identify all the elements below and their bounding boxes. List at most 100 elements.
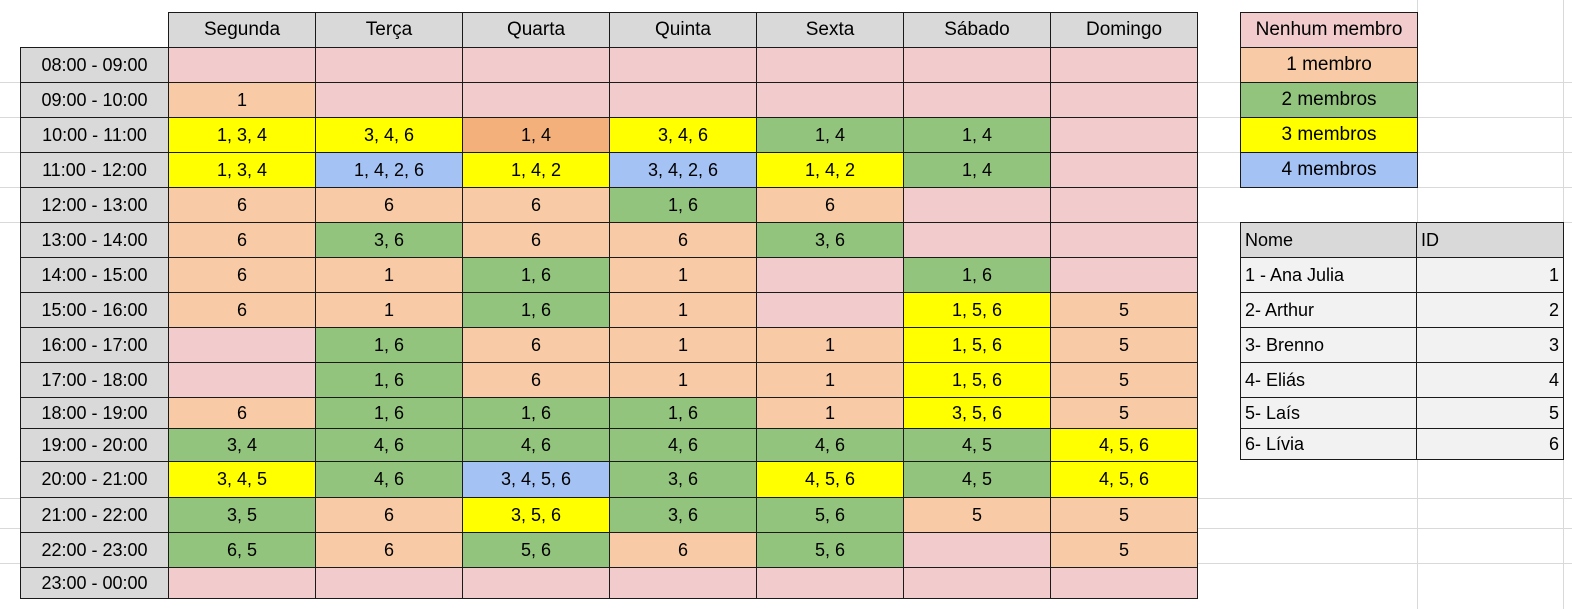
time-slot-label[interactable]: 10:00 - 11:00 [20, 117, 169, 153]
availability-cell[interactable]: 1, 6 [462, 397, 610, 429]
availability-cell[interactable]: 5 [1050, 397, 1198, 429]
availability-cell[interactable] [756, 292, 904, 328]
availability-cell[interactable]: 1, 6 [462, 292, 610, 328]
availability-cell[interactable]: 1 [315, 292, 463, 328]
availability-cell[interactable]: 6, 5 [168, 532, 316, 568]
availability-cell[interactable]: 3, 6 [609, 461, 757, 498]
availability-cell[interactable]: 1 [168, 82, 316, 118]
legend-item[interactable]: 3 membros [1240, 117, 1418, 153]
availability-cell[interactable] [315, 82, 463, 118]
availability-cell[interactable] [903, 567, 1051, 599]
member-id-cell[interactable]: 5 [1416, 397, 1564, 429]
time-slot-label[interactable]: 17:00 - 18:00 [20, 362, 169, 398]
legend-item[interactable]: 2 membros [1240, 82, 1418, 118]
day-header[interactable]: Terça [315, 12, 463, 48]
time-slot-label[interactable]: 22:00 - 23:00 [20, 532, 169, 568]
availability-cell[interactable]: 4, 5 [903, 461, 1051, 498]
availability-cell[interactable]: 4, 5, 6 [1050, 461, 1198, 498]
availability-cell[interactable]: 6 [315, 497, 463, 533]
availability-cell[interactable]: 1, 6 [315, 397, 463, 429]
availability-cell[interactable]: 1, 4, 2 [756, 152, 904, 188]
member-id-cell[interactable]: 6 [1416, 428, 1564, 460]
time-slot-label[interactable]: 14:00 - 15:00 [20, 257, 169, 293]
availability-cell[interactable]: 3, 4 [168, 428, 316, 462]
availability-cell[interactable]: 6 [315, 532, 463, 568]
legend-item[interactable]: 1 membro [1240, 47, 1418, 83]
availability-cell[interactable] [1050, 222, 1198, 258]
availability-cell[interactable]: 3, 4, 5, 6 [462, 461, 610, 498]
availability-cell[interactable] [1050, 117, 1198, 153]
availability-cell[interactable]: 1, 6 [315, 362, 463, 398]
availability-cell[interactable]: 1, 5, 6 [903, 327, 1051, 363]
availability-cell[interactable]: 1, 6 [903, 257, 1051, 293]
availability-cell[interactable]: 1, 4, 2 [462, 152, 610, 188]
availability-cell[interactable]: 3, 5, 6 [462, 497, 610, 533]
availability-cell[interactable] [315, 47, 463, 83]
availability-cell[interactable]: 1 [609, 257, 757, 293]
legend-item[interactable]: Nenhum membro [1240, 12, 1418, 48]
availability-cell[interactable]: 3, 4, 5 [168, 461, 316, 498]
member-name-cell[interactable]: 1 - Ana Julia [1240, 257, 1417, 293]
day-header[interactable]: Sábado [903, 12, 1051, 48]
availability-cell[interactable]: 4, 5 [903, 428, 1051, 462]
availability-cell[interactable]: 1, 6 [609, 397, 757, 429]
availability-cell[interactable] [756, 257, 904, 293]
availability-cell[interactable]: 5, 6 [462, 532, 610, 568]
availability-cell[interactable] [756, 567, 904, 599]
member-id-cell[interactable]: 1 [1416, 257, 1564, 293]
availability-cell[interactable]: 4, 6 [315, 461, 463, 498]
availability-cell[interactable] [462, 567, 610, 599]
availability-cell[interactable]: 6 [462, 222, 610, 258]
availability-cell[interactable]: 1, 4 [756, 117, 904, 153]
availability-cell[interactable]: 5 [1050, 532, 1198, 568]
member-id-cell[interactable]: 3 [1416, 327, 1564, 363]
availability-cell[interactable]: 6 [168, 397, 316, 429]
availability-cell[interactable] [168, 567, 316, 599]
member-name-cell[interactable]: 6- Lívia [1240, 428, 1417, 460]
availability-cell[interactable]: 4, 6 [756, 428, 904, 462]
availability-cell[interactable] [1050, 47, 1198, 83]
member-name-cell[interactable]: 2- Arthur [1240, 292, 1417, 328]
member-name-cell[interactable]: 3- Brenno [1240, 327, 1417, 363]
day-header[interactable]: Quarta [462, 12, 610, 48]
availability-cell[interactable]: 3, 6 [609, 497, 757, 533]
availability-cell[interactable] [168, 362, 316, 398]
availability-cell[interactable]: 5 [1050, 292, 1198, 328]
availability-cell[interactable]: 6 [462, 327, 610, 363]
time-slot-label[interactable]: 20:00 - 21:00 [20, 461, 169, 498]
availability-cell[interactable]: 4, 6 [315, 428, 463, 462]
availability-cell[interactable]: 1, 4 [462, 117, 610, 153]
availability-cell[interactable]: 1 [315, 257, 463, 293]
availability-cell[interactable]: 1 [756, 327, 904, 363]
availability-cell[interactable]: 1, 4 [903, 117, 1051, 153]
availability-cell[interactable]: 6 [168, 222, 316, 258]
availability-cell[interactable]: 5, 6 [756, 497, 904, 533]
availability-cell[interactable] [756, 47, 904, 83]
availability-cell[interactable]: 6 [168, 257, 316, 293]
members-name-header[interactable]: Nome [1240, 222, 1417, 258]
time-slot-label[interactable]: 15:00 - 16:00 [20, 292, 169, 328]
time-slot-label[interactable]: 12:00 - 13:00 [20, 187, 169, 223]
availability-cell[interactable]: 1 [609, 292, 757, 328]
availability-cell[interactable]: 6 [168, 187, 316, 223]
availability-cell[interactable]: 1, 6 [609, 187, 757, 223]
availability-cell[interactable] [903, 47, 1051, 83]
availability-cell[interactable] [609, 567, 757, 599]
availability-cell[interactable]: 1, 5, 6 [903, 362, 1051, 398]
time-slot-label[interactable]: 13:00 - 14:00 [20, 222, 169, 258]
availability-cell[interactable] [1050, 152, 1198, 188]
day-header[interactable]: Sexta [756, 12, 904, 48]
availability-cell[interactable] [315, 567, 463, 599]
availability-cell[interactable]: 6 [609, 532, 757, 568]
members-id-header[interactable]: ID [1416, 222, 1564, 258]
availability-cell[interactable]: 1, 6 [462, 257, 610, 293]
time-slot-label[interactable]: 08:00 - 09:00 [20, 47, 169, 83]
availability-cell[interactable] [609, 47, 757, 83]
availability-cell[interactable] [462, 47, 610, 83]
day-header[interactable]: Quinta [609, 12, 757, 48]
time-slot-label[interactable]: 19:00 - 20:00 [20, 428, 169, 462]
availability-cell[interactable] [168, 327, 316, 363]
availability-cell[interactable]: 1, 3, 4 [168, 117, 316, 153]
day-header[interactable]: Domingo [1050, 12, 1198, 48]
availability-cell[interactable]: 4, 5, 6 [1050, 428, 1198, 462]
